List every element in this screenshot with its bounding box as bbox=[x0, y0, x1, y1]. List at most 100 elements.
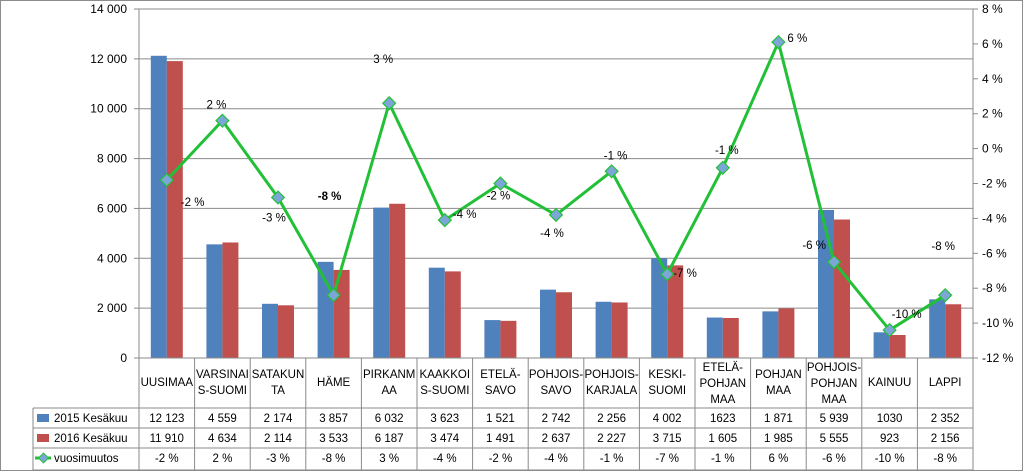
table-cell: 3 533 bbox=[319, 433, 348, 445]
category-label: SAVO bbox=[485, 385, 516, 397]
table-cell: 1 491 bbox=[486, 433, 515, 445]
data-label: -2 % bbox=[181, 197, 205, 209]
line-marker bbox=[270, 190, 286, 205]
data-label: -6 % bbox=[802, 240, 826, 252]
table-cell: 2 256 bbox=[597, 413, 626, 425]
bar-2016 bbox=[556, 292, 572, 358]
data-label: 2 % bbox=[206, 100, 226, 112]
category-label: AA bbox=[382, 385, 398, 397]
bar-series bbox=[150, 55, 962, 359]
line-marker bbox=[604, 164, 619, 179]
table-cell: 2 227 bbox=[597, 433, 626, 445]
bar-2016 bbox=[945, 304, 962, 358]
right-tick-label: 4 % bbox=[982, 72, 1003, 86]
line-marker bbox=[326, 287, 341, 303]
left-tick-label: 6 000 bbox=[97, 201, 127, 215]
bar-2015 bbox=[762, 311, 779, 358]
category-label: VARSINAI bbox=[196, 369, 249, 381]
table-cell: 5 555 bbox=[820, 433, 849, 445]
table-cell: 2 637 bbox=[542, 433, 571, 445]
left-tick-label: 2 000 bbox=[97, 301, 127, 315]
category-label: HÄME bbox=[317, 377, 351, 389]
bar-2016 bbox=[166, 61, 183, 359]
line-marker bbox=[826, 254, 842, 270]
category-label: KAINUU bbox=[868, 377, 911, 389]
left-tick-label: 0 bbox=[120, 351, 127, 365]
bar-2016 bbox=[444, 271, 461, 358]
right-tick-label: -4 % bbox=[982, 211, 1007, 225]
bar-2016 bbox=[611, 302, 628, 358]
bar-2015 bbox=[484, 320, 501, 358]
axes: 0 2 000 4 000 6 000 8 000 10 000 12 000 14 000 -… bbox=[90, 2, 1013, 365]
legend-key-bar bbox=[37, 434, 49, 442]
data-label: -4 % bbox=[453, 209, 477, 221]
bar-2016 bbox=[222, 242, 239, 358]
table-cell: 1 871 bbox=[764, 413, 793, 425]
table-cell: 2 352 bbox=[931, 413, 960, 425]
table-cell: 2 742 bbox=[542, 413, 571, 425]
category-label: POHJOIS- bbox=[807, 362, 861, 374]
bar-2016 bbox=[500, 320, 517, 358]
category-label: POHJAN bbox=[811, 378, 858, 390]
bar-2015 bbox=[595, 301, 612, 358]
category-label: MAA bbox=[710, 394, 735, 406]
table-cell: -7 % bbox=[655, 453, 679, 465]
left-tick-label: 12 000 bbox=[90, 52, 127, 66]
data-label: 6 % bbox=[787, 33, 807, 45]
right-tick-label: -12 % bbox=[982, 351, 1014, 365]
table-cell: 12 123 bbox=[149, 413, 184, 425]
category-label: PIRKANM bbox=[363, 369, 415, 381]
table-cell: 11 910 bbox=[150, 433, 184, 445]
data-label: -2 % bbox=[487, 191, 511, 203]
legend-key-bar bbox=[37, 414, 49, 422]
category-label: ETELÄ- bbox=[703, 362, 743, 374]
right-tick-label: -2 % bbox=[982, 177, 1007, 191]
table-cell: 3 715 bbox=[653, 433, 682, 445]
data-label: -7 % bbox=[673, 268, 697, 280]
legend-key-marker bbox=[37, 452, 50, 464]
data-label: -1 % bbox=[715, 145, 739, 157]
bar-2016 bbox=[333, 269, 350, 358]
bar-2015 bbox=[428, 267, 445, 358]
category-label: POHJOIS- bbox=[584, 369, 638, 381]
table-cell: 2 174 bbox=[264, 413, 293, 425]
line-marker bbox=[159, 172, 175, 188]
bar-2015 bbox=[262, 303, 278, 358]
table-cell: 2 114 bbox=[264, 433, 293, 445]
table-series-name: vuosimuutos bbox=[54, 453, 119, 465]
right-tick-label: 0 % bbox=[982, 142, 1003, 156]
table-cell: 2 % bbox=[212, 453, 232, 465]
bar-2015 bbox=[317, 261, 334, 358]
left-tick-label: 8 000 bbox=[97, 152, 127, 166]
bar-2015 bbox=[651, 258, 668, 358]
table-cell: 4 559 bbox=[208, 413, 237, 425]
table-cell: -1 % bbox=[711, 453, 735, 465]
bar-2016 bbox=[389, 203, 406, 358]
table-cell: -10 % bbox=[875, 453, 905, 465]
category-label: LAPPI bbox=[929, 377, 962, 389]
category-label: MAA bbox=[766, 385, 791, 397]
table-cell: 3 857 bbox=[319, 413, 348, 425]
category-label: KESKI- bbox=[648, 369, 686, 381]
category-label: KARJALA bbox=[586, 385, 637, 397]
category-label: SATAKUN bbox=[252, 369, 305, 381]
category-label: POHJAN bbox=[699, 378, 746, 390]
bar-2016 bbox=[722, 317, 739, 358]
data-label: -4 % bbox=[540, 228, 564, 240]
line-marker bbox=[493, 176, 508, 191]
table-cell: -2 % bbox=[489, 453, 513, 465]
bar-2016 bbox=[778, 308, 795, 358]
table-cell: -4 % bbox=[544, 453, 568, 465]
table-cell: -6 % bbox=[822, 453, 846, 465]
line-marker bbox=[437, 212, 453, 228]
category-label: KAAKKOI bbox=[420, 369, 471, 381]
line-marker bbox=[381, 96, 397, 111]
right-tick-label: 6 % bbox=[982, 37, 1003, 51]
right-tick-label: 8 % bbox=[982, 2, 1003, 16]
table-cell: -4 % bbox=[433, 453, 457, 465]
category-label: SUOMI bbox=[648, 385, 686, 397]
category-label: POHJOIS- bbox=[529, 369, 583, 381]
category-label: S-SUOMI bbox=[198, 385, 247, 397]
